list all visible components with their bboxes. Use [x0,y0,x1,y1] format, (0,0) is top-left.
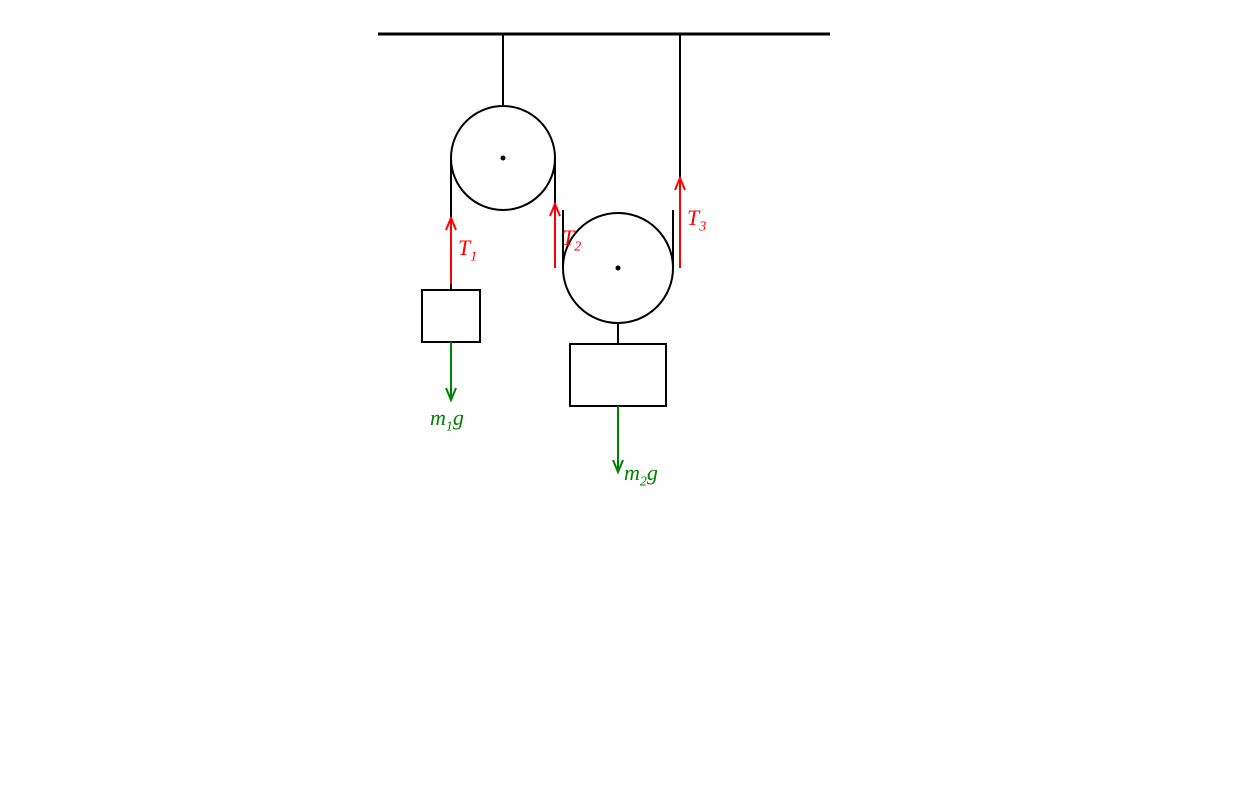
mass-block-1 [570,344,666,406]
mass-block-0 [422,290,480,342]
tension-label-2: T3 [687,205,706,235]
pulley-center-0 [501,156,506,161]
pulley-center-1 [616,266,621,271]
gravity-label-0: m1g [430,405,464,435]
tension-label-1: T2 [562,225,581,255]
tension-label-0: T1 [458,235,477,265]
gravity-label-1: m2g [624,460,658,490]
physics-diagram [0,0,1256,790]
